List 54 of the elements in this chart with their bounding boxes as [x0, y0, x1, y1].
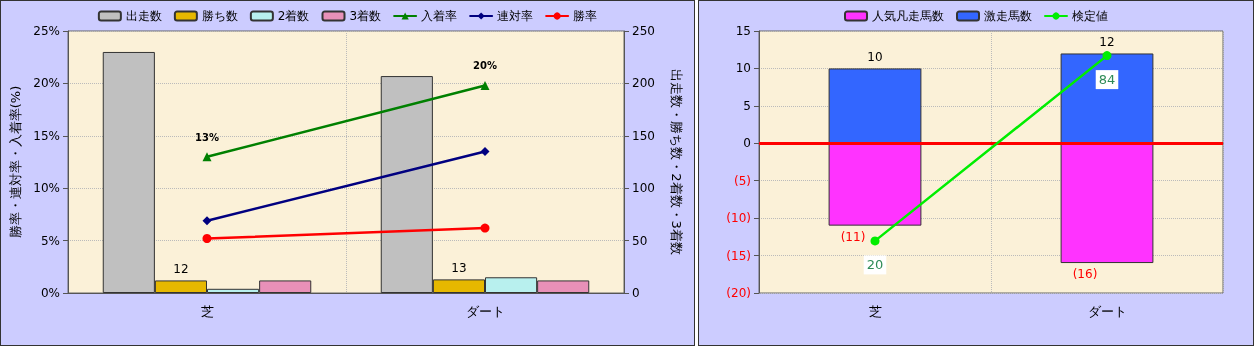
- y-tick-label: 0%: [40, 286, 60, 300]
- legend-label: 勝ち数: [201, 9, 238, 23]
- y2-tick-label: 100: [632, 181, 655, 196]
- y-tick-label: 10%: [33, 181, 60, 196]
- y-axis-title: 勝率・連対率・入着率(%): [8, 85, 23, 239]
- data-label: (16): [1072, 267, 1098, 282]
- data-label: 84: [1098, 72, 1116, 88]
- legend-label: 3着数: [349, 9, 382, 23]
- legend-label: 出走数: [125, 9, 162, 23]
- bar: [828, 143, 922, 226]
- y-tick-label: 25%: [33, 24, 60, 38]
- data-label: 13: [451, 261, 467, 276]
- data-label: 20: [866, 257, 884, 273]
- bar: [1060, 53, 1154, 144]
- point: [202, 216, 212, 226]
- y2-tick-label: 0: [632, 286, 640, 300]
- data-label: (11): [840, 229, 866, 244]
- legend-label: 連対率: [497, 9, 534, 23]
- y2-tick-label: 250: [632, 24, 655, 38]
- y2-tick-label: 50: [632, 233, 648, 248]
- y-tick-label: 15%: [33, 128, 60, 143]
- x-tick-label: 芝: [200, 304, 214, 319]
- data-label: 12: [1099, 35, 1115, 50]
- point: [480, 147, 490, 157]
- y-tick-label: (5): [734, 173, 751, 188]
- y-tick-label: 0: [743, 136, 751, 151]
- data-label: 13%: [195, 131, 219, 143]
- y-tick-label: 5%: [40, 233, 60, 248]
- data-label: 10: [867, 50, 883, 65]
- legend-label: 激走馬数: [984, 9, 1032, 23]
- y-tick-label: (10): [726, 211, 751, 226]
- y-tick-label: 5: [743, 98, 751, 113]
- y2-axis-title: 出走数・勝ち数・2着数・3着数: [669, 69, 684, 255]
- legend-label: 勝率: [573, 9, 598, 23]
- point: [202, 234, 212, 243]
- y2-tick-label: 150: [632, 128, 655, 143]
- bar: [1060, 143, 1154, 264]
- legend-label: 2着数: [277, 9, 310, 23]
- legend-label: 入着率: [421, 9, 458, 23]
- x-tick-label: ダート: [1087, 304, 1127, 319]
- y-tick-label: 15: [735, 24, 751, 38]
- data-label: 20%: [473, 60, 497, 72]
- y-tick-label: 20%: [33, 76, 60, 91]
- y-tick-label: (15): [726, 248, 751, 263]
- legend-label: 人気凡走馬数: [872, 9, 944, 23]
- y-tick-label: (20): [726, 286, 751, 300]
- point: [480, 223, 490, 233]
- data-label: 12: [173, 262, 189, 277]
- bar: [828, 68, 922, 144]
- y-tick-label: 10: [735, 61, 751, 76]
- x-tick-label: 芝: [868, 304, 882, 319]
- legend-label: 検定値: [1072, 9, 1108, 23]
- x-tick-label: ダート: [465, 304, 505, 319]
- y2-tick-label: 200: [632, 76, 655, 91]
